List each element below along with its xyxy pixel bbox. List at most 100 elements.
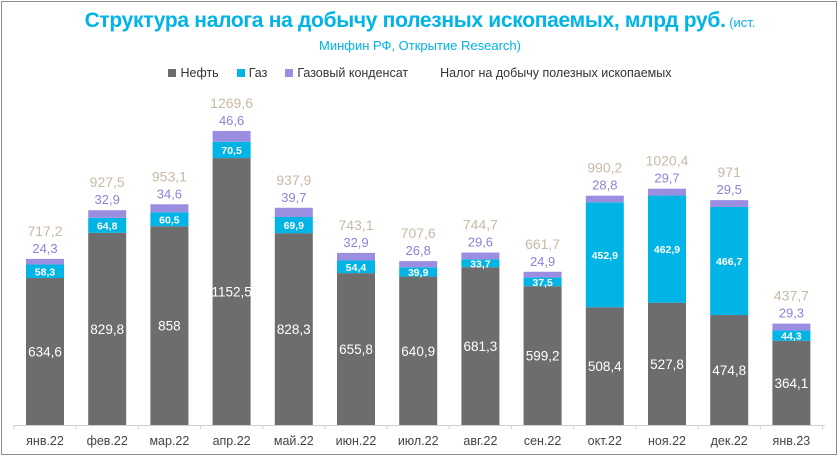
data-label-oil: 655,8 [339, 342, 373, 357]
bar-condensate-фев.22 [88, 210, 127, 218]
x-tick-label: мар.22 [149, 434, 189, 448]
data-label-oil: 508,4 [588, 359, 622, 374]
data-label-total: 743,1 [338, 217, 373, 233]
data-label-oil: 681,3 [464, 339, 498, 354]
bar-oil-авг.22 [461, 267, 500, 425]
bar-condensate-мар.22 [150, 204, 189, 213]
bar-gas-май.22 [274, 216, 313, 234]
x-tick-label: янв.22 [26, 434, 64, 448]
bar-condensate-сен.22 [523, 271, 562, 278]
data-label-total: 937,9 [276, 172, 311, 188]
data-label-oil: 474,8 [712, 363, 746, 378]
chart-legend: Нефть Газ Газовый конденсат Налог на доб… [0, 66, 840, 80]
bar-oil-сен.22 [523, 286, 562, 425]
data-label-gas: 58,3 [35, 266, 56, 278]
bar-condensate-янв.23 [772, 323, 811, 331]
x-tick-label: май.22 [274, 434, 314, 448]
data-label-condensate: 24,9 [530, 254, 555, 269]
bar-oil-дек.22 [710, 315, 749, 425]
data-label-total: 971 [718, 164, 742, 180]
bar-condensate-окт.22 [585, 195, 624, 203]
data-label-gas: 44,3 [781, 331, 802, 343]
legend-label-gas: Газ [248, 66, 268, 80]
bar-gas-мар.22 [150, 212, 189, 227]
bar-gas-дек.22 [710, 206, 749, 316]
data-label-condensate: 34,6 [157, 186, 182, 201]
bar-gas-янв.22 [26, 264, 64, 279]
bar-condensate-июл.22 [399, 261, 438, 268]
legend-swatch-condensate [285, 69, 294, 77]
data-label-total: 717,2 [27, 223, 62, 239]
x-tick-label: сен.22 [524, 434, 562, 448]
data-label-gas: 64,8 [97, 220, 118, 232]
data-label-oil: 1152,5 [211, 285, 251, 300]
bar-gas-сен.22 [523, 277, 562, 287]
legend-item-oil: Нефть [168, 66, 219, 80]
data-label-gas: 70,5 [221, 145, 242, 157]
data-label-gas: 452,9 [592, 250, 618, 262]
legend-label-oil: Нефть [180, 66, 219, 80]
bar-condensate-ноя.22 [648, 188, 686, 196]
data-label-condensate: 46,6 [219, 113, 244, 128]
bar-condensate-дек.22 [710, 200, 749, 207]
bar-condensate-авг.22 [461, 252, 500, 260]
x-tick-label: фев.22 [87, 434, 128, 448]
data-label-total: 661,7 [525, 236, 560, 252]
bar-oil-янв.22 [26, 278, 64, 425]
legend-item-total: Налог на добычу полезных ископаемых [440, 66, 671, 80]
data-label-oil: 599,2 [526, 349, 560, 364]
data-label-condensate: 39,7 [281, 190, 306, 205]
bar-gas-июн.22 [337, 260, 375, 274]
bar-gas-фев.22 [88, 217, 127, 233]
data-label-total: 990,2 [587, 160, 622, 176]
data-label-oil: 364,1 [775, 376, 809, 391]
data-label-gas: 37,5 [532, 277, 553, 289]
bar-gas-апр.22 [212, 141, 251, 159]
legend-label-total: Налог на добычу полезных ископаемых [440, 66, 672, 80]
data-label-condensate: 28,8 [592, 178, 617, 193]
x-tick-label: авг.22 [463, 434, 497, 448]
data-label-oil: 527,8 [650, 357, 684, 372]
data-label-total: 953,1 [152, 168, 187, 184]
data-label-condensate: 26,8 [406, 243, 431, 258]
x-tick-label: ноя.22 [648, 434, 686, 448]
bar-condensate-май.22 [274, 207, 313, 217]
data-label-condensate: 29,3 [779, 306, 804, 321]
bar-gas-янв.23 [772, 330, 811, 341]
x-tick-label: июл.22 [398, 434, 439, 448]
data-label-gas: 466,7 [716, 256, 742, 268]
data-label-condensate: 29,6 [468, 235, 493, 250]
bar-oil-июл.22 [399, 276, 438, 425]
legend-swatch-gas [236, 69, 245, 77]
data-label-gas: 54,4 [346, 262, 367, 274]
data-label-total: 707,6 [401, 225, 436, 241]
data-label-gas: 60,5 [159, 214, 180, 226]
data-label-oil: 829,8 [90, 322, 124, 337]
x-tick-label: апр.22 [213, 434, 251, 448]
bar-gas-авг.22 [461, 259, 500, 268]
data-label-total: 437,7 [774, 288, 809, 304]
data-label-oil: 634,6 [28, 345, 62, 360]
chart-subtitle: Минфин РФ, Открытие Research) [318, 38, 521, 53]
x-tick-label: окт.22 [588, 434, 622, 448]
data-label-condensate: 32,9 [343, 235, 368, 250]
data-label-gas: 39,9 [408, 267, 429, 279]
data-label-total: 1269,6 [210, 95, 253, 111]
data-label-oil: 640,9 [401, 344, 435, 359]
bar-gas-июл.22 [399, 267, 438, 277]
bar-gas-ноя.22 [648, 195, 686, 303]
data-label-oil: 858 [158, 319, 181, 334]
legend-item-gas: Газ [236, 66, 268, 80]
chart-title-source: (ист. [725, 15, 756, 30]
bar-oil-май.22 [274, 233, 313, 425]
bar-condensate-янв.22 [26, 258, 64, 265]
bar-oil-янв.23 [772, 340, 811, 425]
bar-gas-окт.22 [585, 202, 624, 308]
x-tick-label: июн.22 [336, 434, 377, 448]
legend-label-condensate: Газовый конденсат [297, 66, 409, 80]
data-label-total: 927,5 [90, 174, 125, 190]
bar-condensate-апр.22 [212, 130, 251, 142]
x-tick-label: дек.22 [711, 434, 748, 448]
bar-condensate-июн.22 [337, 252, 375, 261]
